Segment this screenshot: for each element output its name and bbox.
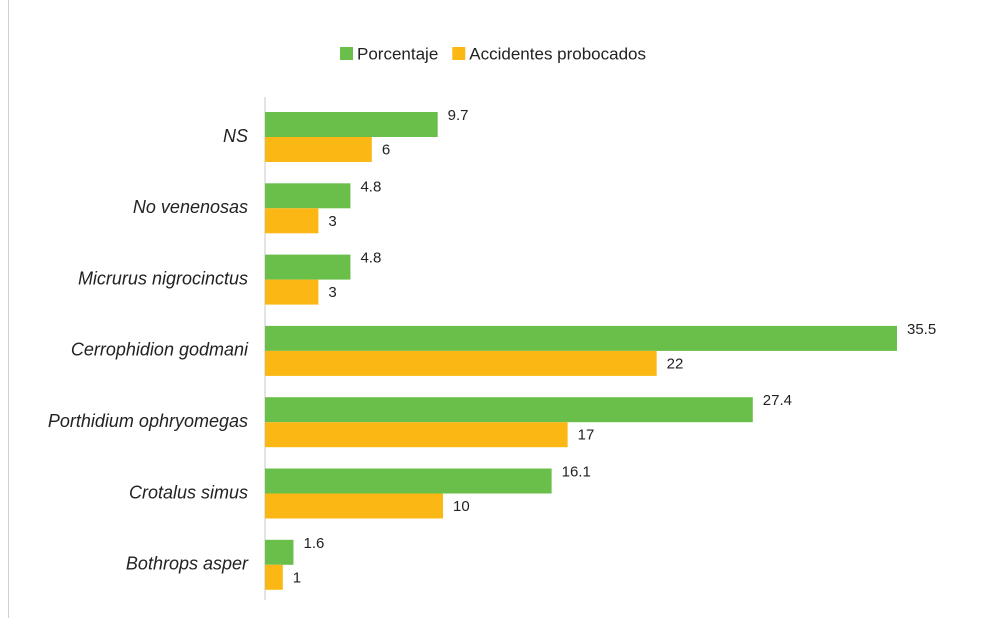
category-label: Porthidium ophryomegas bbox=[48, 411, 248, 431]
bar bbox=[265, 350, 657, 376]
legend-label: Porcentaje bbox=[357, 44, 438, 63]
data-label: 35.5 bbox=[907, 321, 936, 338]
category-label: No venenosas bbox=[133, 197, 248, 217]
bar bbox=[265, 137, 372, 162]
category-label: Bothrops asper bbox=[126, 554, 249, 574]
data-label: 17 bbox=[578, 427, 595, 444]
bar bbox=[265, 422, 568, 448]
bar bbox=[265, 254, 351, 280]
data-label: 9.7 bbox=[448, 107, 469, 124]
data-label: 4.8 bbox=[360, 250, 381, 267]
chart-frame bbox=[8, 0, 9, 618]
category-label: Micrurus nigrocinctus bbox=[78, 268, 248, 288]
bar bbox=[265, 183, 351, 209]
data-label: 3 bbox=[328, 284, 336, 301]
bar bbox=[265, 564, 283, 590]
bar bbox=[265, 539, 294, 565]
data-label: 16.1 bbox=[562, 463, 591, 480]
data-label: 6 bbox=[382, 141, 390, 158]
bar bbox=[265, 493, 444, 519]
bar bbox=[265, 397, 753, 423]
bar bbox=[265, 208, 319, 234]
data-label: 4.8 bbox=[360, 178, 381, 195]
bar bbox=[265, 468, 552, 494]
category-label: Crotalus simus bbox=[129, 482, 248, 502]
bar bbox=[265, 112, 438, 137]
category-label: Cerrophidion godmani bbox=[71, 340, 249, 360]
data-label: 3 bbox=[328, 213, 336, 230]
data-label: 27.4 bbox=[763, 392, 792, 409]
data-label: 22 bbox=[667, 355, 684, 372]
data-label: 1 bbox=[293, 569, 301, 586]
category-label: NS bbox=[223, 126, 248, 146]
legend-label: Accidentes probocados bbox=[469, 44, 646, 63]
bar bbox=[265, 325, 897, 351]
data-label: 1.6 bbox=[303, 535, 324, 552]
bar bbox=[265, 279, 319, 305]
legend-swatch bbox=[340, 47, 353, 60]
data-label: 10 bbox=[453, 498, 470, 515]
legend-swatch bbox=[452, 47, 466, 60]
